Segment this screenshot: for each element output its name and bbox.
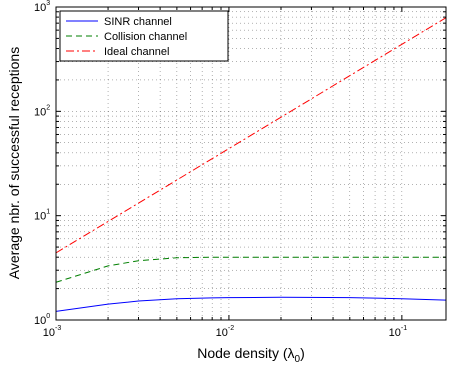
series-line-collision [55,256,446,283]
x-tick-label: 10-2 [216,325,235,339]
tick-labels: 10-3 10-2 10-1 100 101 102 103 [34,0,407,339]
x-tick-label: 10-3 [43,325,62,339]
legend: SINR channel Collision channel Ideal cha… [59,10,229,62]
ticks [55,7,446,321]
x-axis-title-suffix: ) [300,345,305,361]
y-tick-label: 100 [34,313,50,327]
legend-label-sinr: SINR channel [104,16,172,28]
plot-frame [55,6,447,321]
series-line-ideal [55,17,447,254]
x-axis-title-main: Node density (λ [197,345,294,361]
legend-label-ideal: Ideal channel [104,46,169,58]
legend-label-collision: Collision channel [104,31,187,43]
y-tick-label: 101 [34,209,50,223]
series-layer [55,17,447,312]
x-axis-title-subscript: 0 [295,354,301,365]
x-axis-title: Node density (λ0) [197,345,305,365]
y-axis-title: Average nbr. of successful receptions [6,47,22,279]
y-tick-label: 103 [34,0,50,14]
x-tick-label: 10-1 [389,325,408,339]
y-tick-label: 102 [34,104,50,118]
series-line-sinr [55,296,447,312]
